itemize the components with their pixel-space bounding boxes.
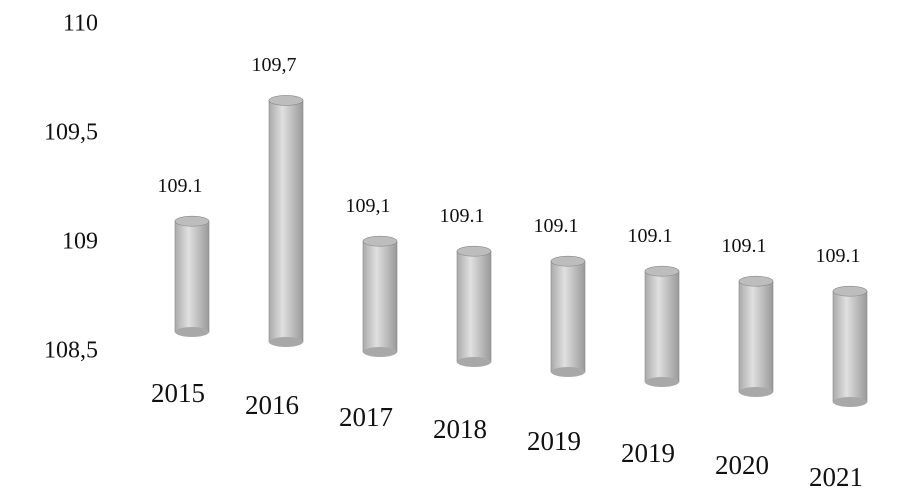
- x-tick-label: 2015: [151, 378, 205, 408]
- value-label: 109.1: [534, 215, 579, 237]
- bar-cap: [456, 245, 492, 257]
- bar-cap: [268, 95, 304, 106]
- x-tick-label: 2019: [527, 426, 581, 456]
- bar: [832, 290, 868, 403]
- bar: [550, 260, 586, 373]
- value-label: 109,7: [252, 54, 297, 76]
- bar-base: [645, 377, 679, 387]
- bar: [456, 250, 492, 363]
- bar-base: [833, 397, 867, 407]
- x-tick-label: 2021: [809, 462, 863, 492]
- y-tick-label: 109,5: [44, 120, 98, 146]
- bar-base: [269, 337, 303, 347]
- bar: [174, 220, 210, 333]
- value-label: 109.1: [816, 245, 861, 267]
- value-label: 109.1: [158, 175, 203, 197]
- bar-base: [175, 327, 209, 337]
- value-label: 109.1: [722, 235, 767, 257]
- x-tick-label: 2017: [339, 402, 393, 432]
- bar: [738, 280, 774, 393]
- bar-cap: [644, 265, 680, 277]
- value-label: 109,1: [346, 195, 391, 217]
- bar-base: [457, 357, 491, 367]
- x-tick-label: 2019: [621, 438, 675, 468]
- bar-base: [739, 387, 773, 397]
- bar-cap: [550, 255, 586, 267]
- y-tick-label: 108,5: [44, 338, 98, 364]
- bar-cap: [362, 235, 398, 247]
- x-tick-label: 2016: [245, 390, 299, 420]
- bar: [644, 270, 680, 383]
- bar-cap: [738, 275, 774, 287]
- bar-cap: [174, 215, 210, 227]
- bar-base: [551, 367, 585, 377]
- bar: [268, 100, 304, 343]
- x-tick-label: 2018: [433, 414, 487, 444]
- y-tick-label: 110: [63, 11, 98, 37]
- bar: [362, 240, 398, 353]
- bar-cap: [832, 285, 868, 297]
- y-tick-label: 109: [62, 229, 98, 255]
- value-label: 109.1: [628, 225, 673, 247]
- x-tick-label: 2020: [715, 450, 769, 480]
- value-label: 109.1: [440, 205, 485, 227]
- bar-base: [363, 347, 397, 357]
